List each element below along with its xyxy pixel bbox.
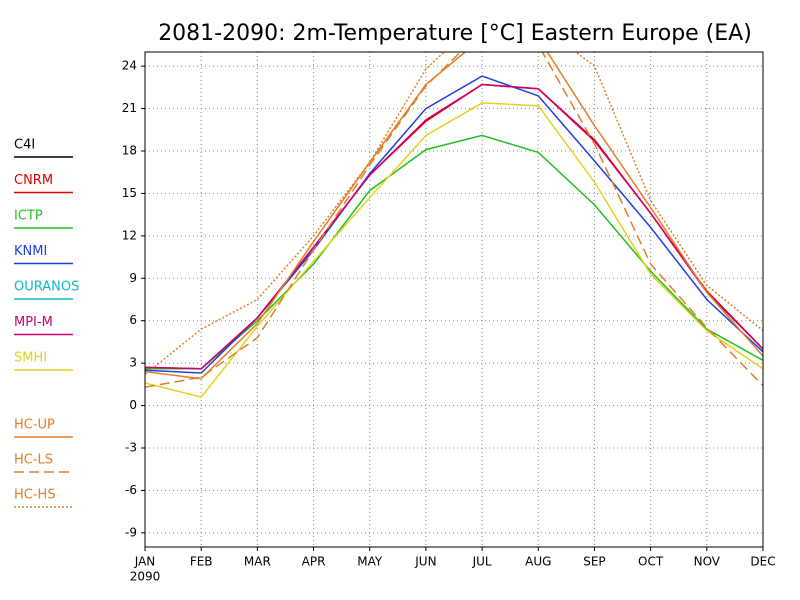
y-tick-label: 21 [122, 101, 137, 115]
y-tick-label: -9 [125, 525, 137, 539]
x-sublabel: 2090 [130, 570, 161, 584]
series-line [145, 52, 763, 380]
x-tick-label: JUL [472, 555, 492, 569]
legend-label: CNRM [14, 173, 53, 188]
series-line [145, 52, 763, 376]
x-tick-label: OCT [638, 555, 664, 569]
series-line [145, 83, 763, 370]
y-tick-label: 15 [122, 186, 137, 200]
legend-label: C4I [14, 138, 35, 153]
chart-title: 2081-2090: 2m-Temperature [°C] Eastern E… [158, 21, 752, 46]
y-tick-label: 24 [122, 59, 137, 73]
legend-label: OURANOS [14, 280, 79, 295]
x-tick-label: JUN [414, 555, 436, 569]
legend-label: SMHI [14, 351, 47, 366]
x-tick-label: DEC [750, 555, 775, 569]
legend-label: HC-LS [14, 453, 53, 468]
grid [145, 52, 763, 547]
legend-label: HC-HS [14, 488, 56, 503]
x-tick-label: JAN [134, 555, 156, 569]
series-line [145, 83, 763, 370]
plot-lines [145, 52, 763, 398]
y-tick-label: -3 [125, 441, 137, 455]
x-tick-label: AUG [525, 555, 551, 569]
y-tick-label: 12 [122, 228, 137, 242]
y-tick-label: 3 [129, 356, 137, 370]
y-tick-label: 6 [129, 313, 137, 327]
legend-label: MPI-M [14, 315, 53, 330]
legend-label: ICTP [14, 209, 43, 224]
y-tick-label: 0 [129, 398, 137, 412]
x-tick-label: APR [302, 555, 326, 569]
y-tick-label: 9 [129, 271, 137, 285]
x-tick-label: NOV [694, 555, 721, 569]
x-tick-label: MAR [244, 555, 271, 569]
series-line [145, 75, 763, 374]
series-line [145, 134, 763, 370]
series-line [145, 52, 763, 388]
series-line [145, 102, 763, 398]
x-tick-label: SEP [583, 555, 605, 569]
plot-frame [144, 51, 764, 548]
y-tick-label: 18 [122, 144, 137, 158]
x-tick-label: FEB [190, 555, 213, 569]
x-tick-label: MAY [357, 555, 383, 569]
legend-label: KNMI [14, 244, 47, 259]
legend-label: HC-UP [14, 418, 55, 433]
y-tick-label: -6 [125, 483, 137, 497]
